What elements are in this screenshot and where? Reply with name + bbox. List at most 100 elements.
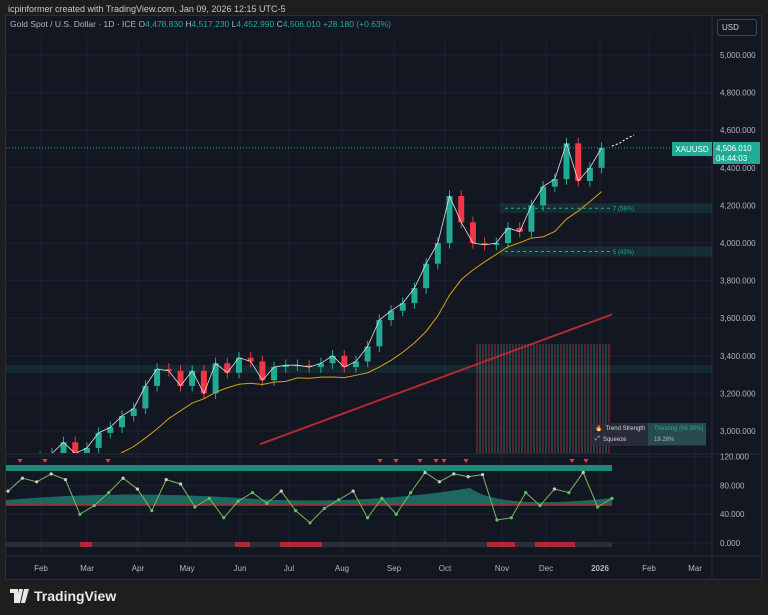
osc-point [337,498,341,502]
price-tick-label: 3,600.000 [720,314,756,323]
candle [586,167,593,181]
candle [247,357,254,362]
candle [551,179,558,187]
time-tick-label: Dec [539,564,553,573]
time-tick-label: Apr [132,564,145,573]
price-tick-label: 4,600.000 [720,126,756,135]
osc-point [509,516,513,520]
osc-point [193,505,197,509]
ma200-line [259,313,613,446]
candle [528,205,535,232]
trend-strength-label: Trend Strength [605,425,646,432]
candle [540,186,547,206]
candle [154,368,161,386]
level-label: 7 (58%) [613,207,634,213]
candle [95,432,102,448]
candle [352,361,359,368]
candle [411,288,418,304]
osc-point [466,475,470,479]
level-zone [500,246,712,257]
squeeze-red [80,542,92,547]
osc-point [610,496,614,500]
candle [177,370,184,386]
candle [575,143,582,181]
close-label: C [276,19,283,29]
price-tick-label: 4,200.000 [720,201,756,210]
time-tick-label: Nov [495,564,509,573]
price-tag-value: 4,506.010 [716,144,752,153]
candle [235,357,242,373]
sell-signal-icon [377,459,383,463]
ticker-tag [672,142,712,156]
candle [458,196,465,223]
osc-point [279,489,283,493]
candle [142,385,149,409]
price-tick-label: 3,400.000 [720,352,756,361]
candle [306,365,313,368]
sell-signal-icon [463,459,469,463]
change-value: +28.180 (+0.63%) [322,19,392,29]
support-zone [6,364,712,373]
price-tick-label: 5,000.000 [720,51,756,60]
osc-point [380,496,384,500]
osc-point [78,512,82,516]
osc-point [351,489,355,493]
trend-strip [6,465,612,471]
price-tick-label: 4,400.000 [720,164,756,173]
price-tick-label: 3,200.000 [720,389,756,398]
candle [493,243,500,245]
osc-point [107,491,111,495]
slow-ma [120,191,602,453]
fire-icon: 🔥 [595,426,603,432]
time-tick-label: Oct [439,564,452,573]
osc-point [294,509,298,513]
brand-name: TradingView [34,588,117,604]
candle [434,243,441,264]
time-tick-label: Mar [80,564,94,573]
time-tick-label: Aug [335,564,349,573]
trend-strength-table: 🔥 Trend Strength Trending (66.99%) ⤢ Squeez… [592,423,706,446]
osc-point [409,491,413,495]
sell-signal-icon [583,459,589,463]
candle [516,227,523,232]
candle [259,361,266,381]
time-tick-label: Mar [688,564,702,573]
candle [271,367,278,381]
credit-text: icpinformer created with TradingView.com… [8,4,286,14]
candle [212,363,219,394]
osc-point [178,482,183,486]
price-tick-label: 4,800.000 [720,89,756,98]
osc-point [538,503,542,508]
candle [469,222,476,243]
sell-signal-icon [17,459,23,463]
candle [119,415,126,428]
tradingview-logo: TradingView [10,588,116,604]
osc-tick-label: 0.000 [720,539,741,548]
sell-signal-icon [105,459,111,463]
osc-point [20,476,24,480]
osc-point [250,491,255,495]
candle [282,365,289,368]
sell-signal-icon [393,459,399,463]
osc-point [552,487,557,491]
osc-area [6,488,612,505]
osc-point [49,472,53,476]
price-tick-label: 4,000.000 [720,239,756,248]
price-tag [713,142,760,164]
oscillator-pane [6,459,614,547]
sell-signal-icon [417,459,423,463]
candle [481,243,488,245]
candle [341,355,348,368]
price-tick-label: 3,000.000 [720,427,756,436]
candle [329,355,336,364]
osc-tick-label: 120.000 [720,453,749,462]
candle [224,363,231,373]
osc-point [452,472,456,476]
open-label: O [138,19,146,29]
currency-button[interactable]: USD [717,19,757,36]
osc-point [308,521,312,525]
symbol-legend: Gold Spot / U.S. Dollar · 1D · ICE O4,47… [10,19,391,29]
ticker-label: XAUUSD [675,145,709,154]
candle [60,442,67,453]
